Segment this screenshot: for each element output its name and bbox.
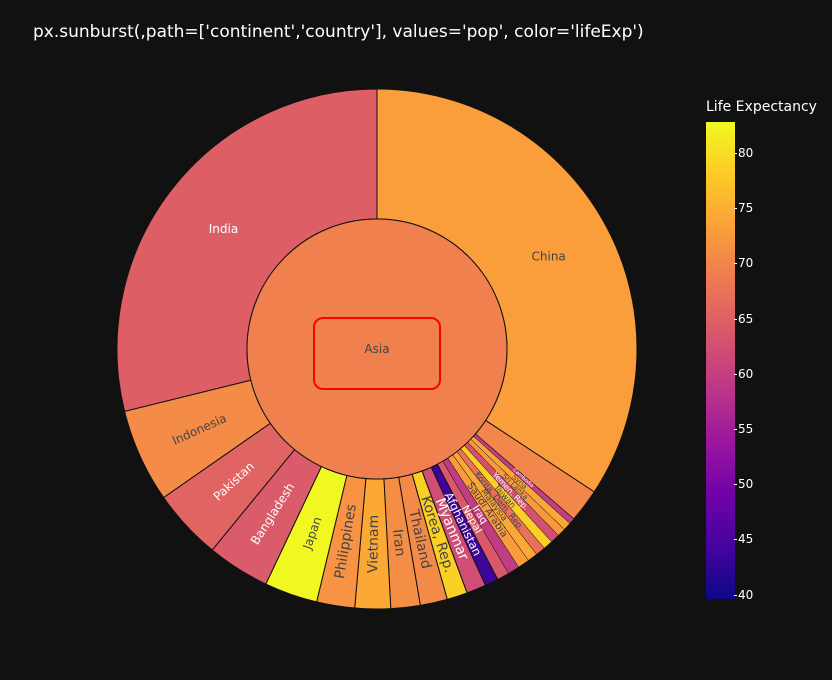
- colorbar-tick-label: 50: [733, 477, 754, 492]
- colorbar-tick-label: 60: [733, 366, 754, 381]
- continent-label: Asia: [364, 342, 389, 356]
- country-label-iran: Iran: [389, 528, 408, 557]
- country-label-vietnam: Vietnam: [365, 515, 382, 574]
- colorbar-gradient: [706, 122, 735, 599]
- colorbar-tick-label: 70: [733, 256, 754, 271]
- continent-segment-asia[interactable]: [246, 218, 508, 480]
- colorbar-tick-label: 45: [733, 532, 754, 547]
- colorbar-tick-label: 40: [733, 587, 754, 602]
- colorbar-tick-label: 65: [733, 311, 754, 326]
- country-label-china: China: [532, 249, 566, 263]
- continent-ring[interactable]: [246, 218, 508, 480]
- chart-title: px.sunburst(,path=['continent','country'…: [33, 22, 644, 42]
- country-ring[interactable]: [116, 88, 638, 610]
- country-label-india: India: [209, 222, 238, 236]
- colorbar-tick-label: 75: [733, 201, 754, 216]
- colorbar-tick-label: 80: [733, 145, 754, 160]
- colorbar-title: Life Expectancy: [706, 99, 817, 115]
- highlight-box: [313, 317, 441, 390]
- colorbar-tick-label: 55: [733, 422, 754, 436]
